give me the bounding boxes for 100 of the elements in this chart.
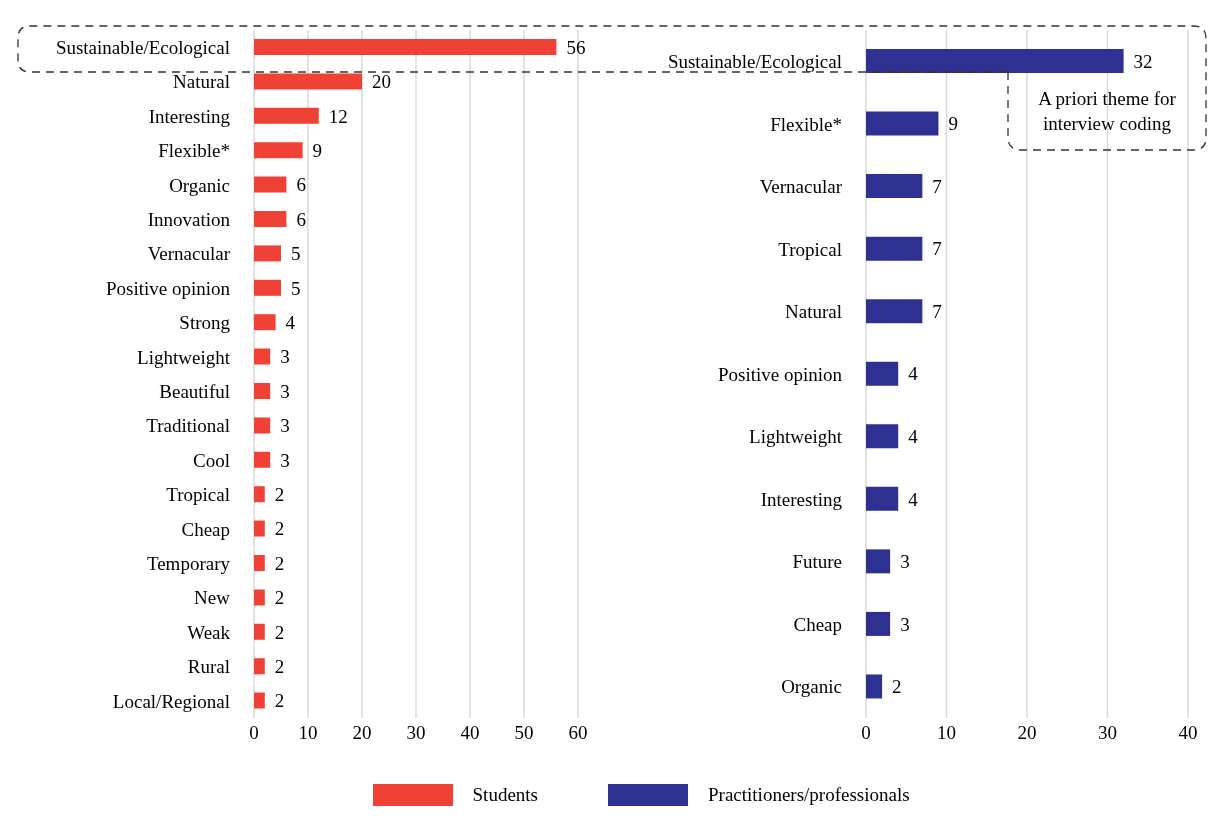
data-label: 7 (932, 300, 942, 322)
x-tick-label: 60 (568, 722, 588, 744)
bar (254, 486, 265, 503)
data-label: 3 (280, 449, 290, 471)
data-label: 2 (274, 587, 285, 609)
data-label: 12 (328, 105, 348, 127)
y-tick-label: Tropical (166, 484, 230, 506)
x-tick-label: 10 (298, 722, 318, 744)
bar (866, 299, 923, 324)
data-label: 4 (908, 363, 919, 385)
y-tick-label: Organic (781, 676, 842, 698)
legend-label: Students (472, 784, 538, 806)
x-tick-label: 0 (249, 722, 259, 744)
y-tick-label: Positive opinion (105, 277, 231, 299)
bar (254, 211, 287, 227)
y-tick-label: Beautiful (159, 380, 230, 402)
x-tick-label: 50 (514, 722, 534, 744)
y-tick-label: Cheap (181, 518, 230, 540)
y-tick-label: Positive opinion (717, 363, 843, 385)
bar (866, 174, 923, 199)
y-tick-label: Strong (179, 312, 231, 334)
data-label: 4 (285, 311, 296, 333)
bar (254, 658, 265, 675)
bar (254, 589, 265, 606)
y-tick-label: Flexible* (770, 113, 842, 135)
y-tick-label: Lightweight (749, 426, 843, 448)
y-tick-label: Interesting (148, 105, 231, 127)
y-tick-label: Cheap (793, 613, 842, 635)
bar (866, 486, 899, 511)
data-label: 2 (274, 552, 285, 574)
data-label: 3 (900, 551, 910, 573)
data-label: 7 (932, 238, 942, 260)
y-tick-label: Local/Regional (112, 690, 230, 712)
x-tick-label: 0 (861, 722, 871, 744)
data-label: 3 (280, 380, 290, 402)
y-tick-label: Vernacular (759, 176, 843, 198)
x-tick-label: 40 (1178, 722, 1198, 744)
bar (254, 383, 271, 399)
data-label: 2 (274, 690, 285, 712)
y-tick-label: Traditional (146, 415, 230, 437)
data-label: 6 (296, 208, 306, 230)
bar (866, 361, 899, 386)
data-label: 7 (932, 175, 942, 197)
data-label: 4 (908, 488, 919, 510)
bar (866, 674, 883, 699)
x-tick-label: 30 (1098, 722, 1117, 744)
bar (866, 549, 891, 574)
y-tick-label: Future (792, 551, 842, 573)
data-label: 6 (296, 174, 306, 196)
y-tick-label: Cool (193, 449, 230, 471)
bar (866, 424, 899, 449)
y-tick-label: Lightweight (137, 346, 231, 368)
bar (254, 623, 265, 640)
bar (254, 279, 281, 296)
y-tick-label: Natural (785, 301, 842, 323)
bar (254, 39, 557, 55)
y-tick-label: Temporary (146, 552, 231, 574)
data-label: 3 (280, 415, 290, 437)
data-label: 3 (900, 613, 910, 635)
data-label: 2 (274, 655, 285, 677)
bar (254, 176, 287, 193)
y-tick-label: Rural (187, 656, 230, 678)
data-label: 9 (312, 139, 323, 161)
data-label: 5 (291, 243, 301, 265)
y-tick-label: Tropical (778, 238, 842, 260)
y-tick-label: Weak (187, 621, 231, 643)
bar (254, 245, 281, 262)
bar (254, 348, 271, 365)
y-tick-label: Vernacular (147, 243, 231, 265)
bar (866, 611, 891, 636)
bar (866, 49, 1124, 73)
annotation: A priori theme for interview coding (1037, 87, 1177, 136)
y-tick-label: Interesting (760, 488, 843, 510)
x-tick-label: 40 (460, 722, 480, 744)
data-label: 32 (1133, 50, 1153, 72)
data-label: 3 (280, 346, 290, 368)
y-tick-label: Organic (169, 174, 230, 196)
data-label: 56 (566, 36, 586, 58)
data-label: 2 (892, 676, 902, 698)
data-label: 4 (908, 426, 919, 448)
x-tick-label: 10 (937, 722, 956, 744)
data-label: 9 (948, 113, 958, 135)
bar (866, 236, 923, 261)
bar (254, 417, 271, 434)
y-tick-label: Natural (173, 71, 230, 93)
x-tick-label: 30 (406, 722, 426, 744)
x-tick-label: 20 (1017, 722, 1037, 744)
bar (254, 142, 303, 159)
legend-label: Practitioners/professionals (708, 784, 910, 806)
bar (254, 73, 362, 90)
data-label: 20 (372, 71, 391, 93)
bar (254, 555, 265, 571)
bar (254, 314, 276, 331)
y-tick-label: Innovation (147, 208, 231, 230)
x-tick-label: 20 (352, 722, 372, 744)
data-label: 2 (274, 518, 285, 540)
data-label: 5 (291, 277, 301, 299)
y-tick-label: Sustainable/Ecological (55, 36, 230, 58)
data-label: 2 (274, 621, 285, 643)
bar (254, 692, 265, 709)
